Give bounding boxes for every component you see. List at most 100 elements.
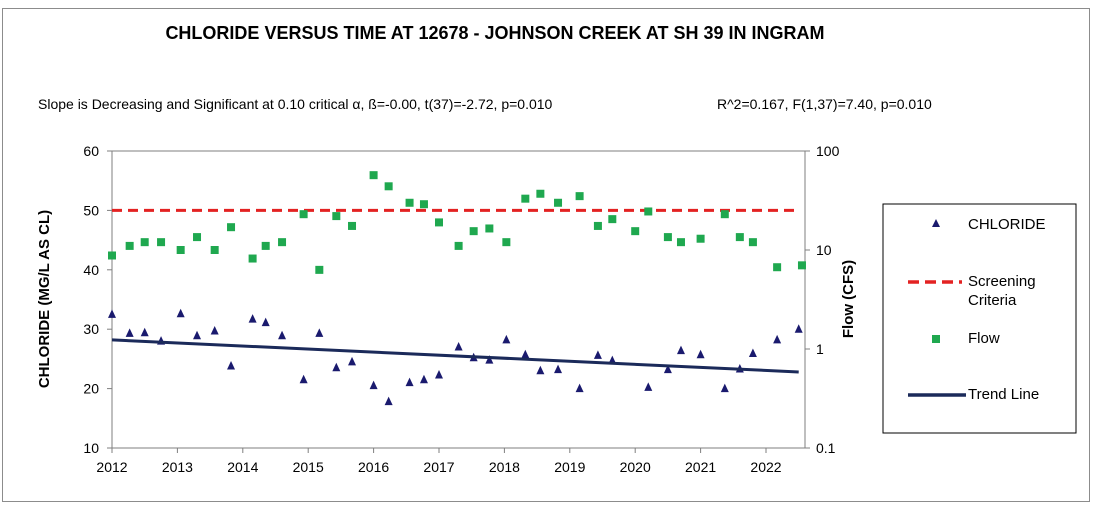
- flow-point: [454, 241, 463, 250]
- legend-trend-label: Trend Line: [968, 386, 1039, 403]
- flow-point: [315, 265, 324, 274]
- flow-point: [720, 210, 729, 219]
- flow-point: [210, 246, 219, 254]
- chloride-point: [248, 314, 257, 323]
- x-tick-label: 2013: [162, 459, 193, 475]
- x-tick-label: 2014: [227, 459, 258, 475]
- chloride-point: [315, 328, 324, 337]
- chart-subtitle-regression: R^2=0.167, F(1,37)=7.40, p=0.010: [717, 96, 932, 112]
- legend-chloride-marker: [932, 219, 940, 227]
- flow-point: [575, 192, 584, 201]
- chloride-point: [405, 377, 414, 387]
- y2-tick-label: 0.1: [816, 440, 836, 456]
- chloride-point: [521, 349, 530, 359]
- y-tick-label: 50: [83, 202, 99, 218]
- x-tick-label: 2012: [96, 459, 127, 475]
- chloride-point: [435, 369, 443, 379]
- y2-axis-title: Flow (CFS): [840, 260, 857, 338]
- chloride-point: [384, 396, 393, 406]
- chloride-point: [369, 380, 378, 390]
- flow-point: [797, 261, 806, 270]
- legend-flow-marker: [932, 335, 940, 343]
- flow-point: [485, 224, 494, 233]
- chart-title: CHLORIDE VERSUS TIME AT 12678 - JOHNSON …: [165, 23, 824, 43]
- flow-point: [405, 198, 414, 207]
- y2-tick-label: 10: [816, 242, 832, 258]
- y-tick-label: 30: [83, 321, 99, 337]
- chloride-point: [176, 308, 185, 318]
- flow-point: [157, 238, 166, 247]
- flow-point: [502, 238, 511, 247]
- plot-area: [111, 150, 806, 449]
- flow-point: [521, 194, 530, 203]
- flow-point: [773, 263, 782, 272]
- chloride-point: [227, 361, 236, 370]
- chloride-point: [108, 309, 116, 318]
- flow-point: [419, 200, 428, 209]
- flow-point: [261, 241, 270, 250]
- flow-point: [469, 227, 478, 236]
- flow-point: [227, 223, 236, 232]
- chloride-point: [720, 383, 729, 393]
- chloride-point: [485, 355, 494, 364]
- y-tick-label: 10: [83, 440, 99, 456]
- flow-point: [193, 233, 202, 242]
- chart-frame: [2, 8, 1090, 502]
- x-tick-label: 2021: [685, 459, 716, 475]
- flow-point: [384, 182, 393, 191]
- legend-screening-label-2: Criteria: [968, 292, 1017, 309]
- flow-point: [644, 207, 653, 216]
- y2-tick-label: 1: [816, 341, 824, 357]
- chloride-point: [593, 350, 602, 359]
- flow-point: [554, 198, 563, 207]
- legend-flow-label: Flow: [968, 330, 1000, 347]
- chloride-point: [502, 334, 511, 344]
- chloride-point: [644, 382, 653, 391]
- flow-point: [299, 210, 308, 219]
- flow-point: [536, 189, 545, 198]
- chloride-point: [773, 334, 782, 344]
- chloride-point: [193, 330, 202, 340]
- chloride-point: [125, 328, 134, 337]
- flow-point: [176, 246, 185, 254]
- flow-point: [663, 233, 672, 242]
- flow-point: [631, 227, 640, 236]
- legend-chloride-label: CHLORIDE: [968, 216, 1046, 233]
- flow-point: [125, 241, 134, 250]
- chloride-point: [575, 383, 584, 393]
- flow-point: [676, 238, 685, 247]
- trend-line: [111, 338, 799, 374]
- flow-point: [278, 238, 287, 247]
- chloride-point: [748, 348, 757, 358]
- chart-marks: [108, 171, 806, 406]
- chloride-point: [663, 364, 672, 374]
- chart-subtitle-stats: Slope is Decreasing and Significant at 0…: [38, 96, 553, 112]
- y-axis-title: CHLORIDE (MG/L AS CL): [36, 210, 53, 388]
- x-tick-label: 2017: [423, 459, 454, 475]
- chloride-point: [676, 345, 685, 355]
- x-tick-label: 2016: [358, 459, 389, 475]
- y-tick-label: 20: [83, 381, 99, 397]
- x-tick-label: 2015: [293, 459, 324, 475]
- chloride-point: [536, 365, 545, 375]
- axes: 2012 2013 2014 2015 2016 2017 2018 2019 2020 2021…: [83, 143, 839, 475]
- flow-point: [332, 212, 341, 221]
- x-tick-label: 2019: [554, 459, 585, 475]
- x-tick-label: 2020: [620, 459, 651, 475]
- legend: CHLORIDE Screening Criteria Flow Trend L…: [882, 203, 1077, 434]
- flow-point: [369, 171, 378, 180]
- flow-point: [348, 221, 357, 230]
- flow-point: [108, 251, 116, 260]
- flow-point: [696, 234, 705, 243]
- chloride-point: [419, 374, 428, 384]
- flow-point: [608, 215, 617, 224]
- chloride-point: [210, 325, 219, 335]
- chloride-point: [696, 349, 705, 359]
- chloride-point: [278, 330, 287, 340]
- chloride-point: [261, 317, 270, 327]
- chloride-point: [348, 356, 357, 366]
- flow-point: [435, 218, 443, 227]
- y2-tick-label: 100: [816, 143, 840, 159]
- y-tick-label: 60: [83, 143, 99, 159]
